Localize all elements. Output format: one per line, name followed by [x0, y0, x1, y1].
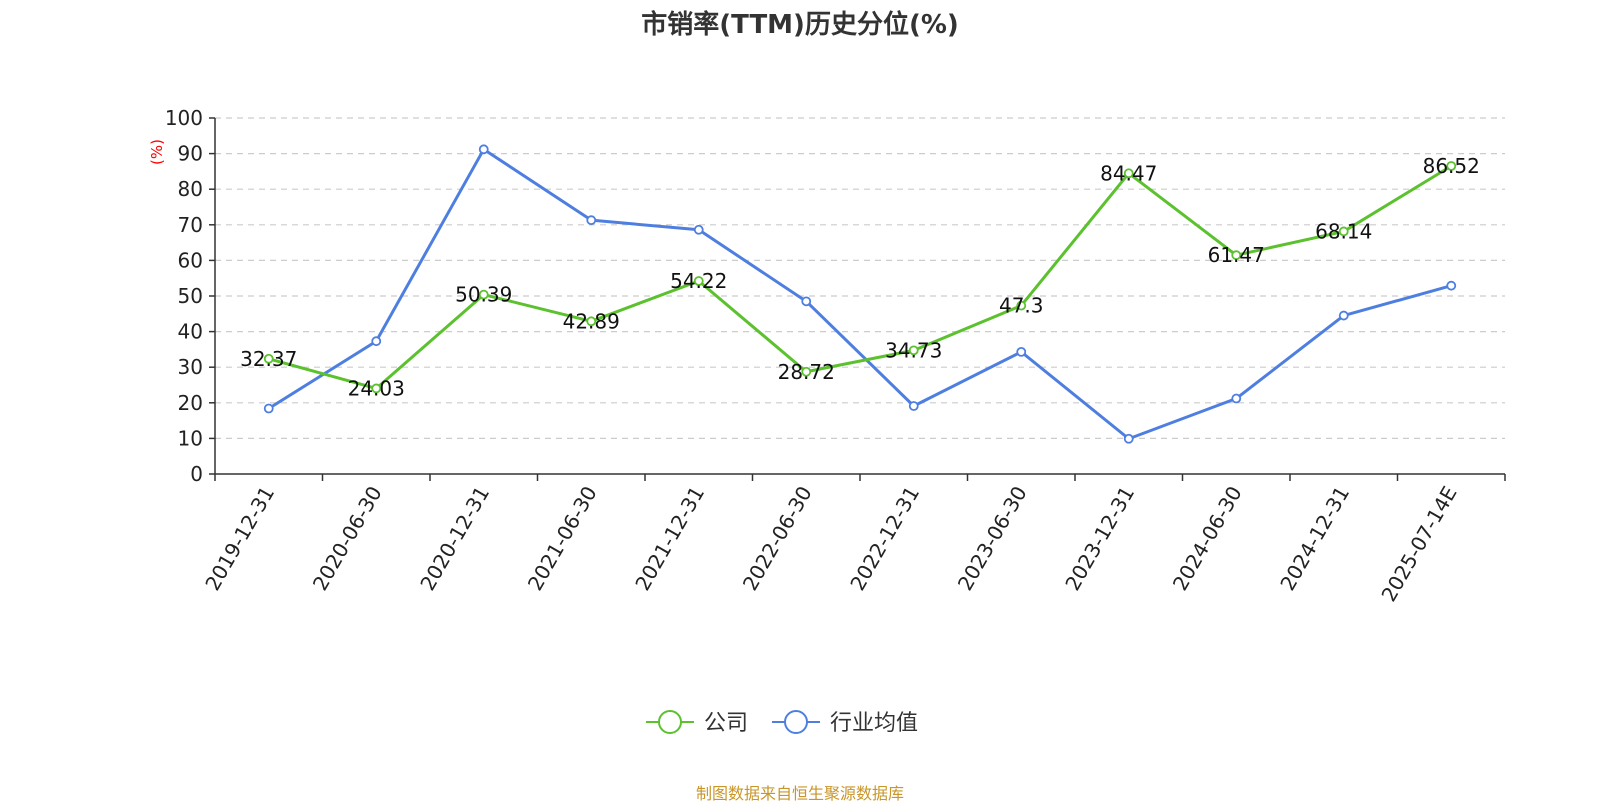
data-label: 42.89: [563, 309, 620, 333]
data-point: [908, 401, 919, 411]
legend-label: 公司: [704, 711, 748, 736]
x-tick-label: 2023-12-31: [1060, 482, 1139, 595]
y-tick-label: 60: [178, 248, 203, 272]
legend-item[interactable]: 公司: [646, 710, 748, 736]
y-tick-label: 10: [178, 426, 203, 450]
data-point: [1231, 393, 1242, 404]
series-line: [267, 147, 1452, 441]
legend-label: 行业均值: [830, 711, 918, 736]
data-point: [908, 345, 919, 356]
data-point: [1123, 168, 1134, 179]
data-point: [801, 366, 812, 377]
x-tick-label: 2021-12-31: [630, 482, 709, 595]
data-point: [1123, 433, 1134, 444]
data-point: [1446, 280, 1457, 291]
y-axis-label: (%): [148, 139, 166, 165]
x-tick-label: 2021-06-30: [523, 482, 602, 595]
data-point: [1338, 310, 1349, 321]
data-label: 34.73: [885, 338, 942, 362]
axes: 0 10 20 30 40 50 60 70 80 90 100 2019-12-31 2020-06-…: [165, 106, 1506, 606]
data-point: [478, 289, 489, 300]
series-lines: [263, 144, 1457, 444]
x-tick-label: 2024-12-31: [1275, 482, 1354, 595]
data-label: 24.03: [348, 376, 405, 400]
x-tick-label: 2023-06-30: [953, 482, 1032, 595]
data-point: [263, 353, 274, 364]
legend-item[interactable]: 行业均值: [772, 710, 918, 736]
source-footer: 制图数据来自恒生聚源数据库: [695, 784, 904, 803]
data-label: 32.37: [240, 347, 297, 371]
legend-marker-icon: [658, 710, 682, 734]
data-point: [1446, 161, 1457, 171]
data-label: 54.22: [670, 269, 727, 293]
data-point: [586, 316, 597, 327]
data-labels: 32.37 24.03 50.39 42.89 54.22 28.72 34.73 47.3 8…: [240, 154, 1480, 400]
x-tick-label: 2020-06-30: [308, 482, 387, 595]
data-point: [586, 215, 597, 226]
y-tick-label: 0: [190, 462, 203, 486]
grid-lines: [215, 117, 1505, 439]
data-point: [1016, 300, 1027, 311]
y-tick-label: 20: [178, 391, 203, 415]
data-point: [1231, 250, 1242, 261]
data-point: [1016, 346, 1027, 357]
data-label: 61.47: [1208, 243, 1265, 267]
x-tick-label: 2022-06-30: [738, 482, 817, 595]
data-label: 47.3: [999, 294, 1044, 318]
data-point: [478, 144, 489, 155]
x-tick-label: 2024-06-30: [1168, 482, 1247, 595]
x-tick-label: 2019-12-31: [200, 482, 279, 595]
series-line: [268, 164, 1453, 390]
data-label: 84.47: [1100, 161, 1157, 185]
legend[interactable]: 公司 行业均值: [646, 710, 918, 736]
data-point: [801, 296, 812, 307]
x-tick-label: 2022-12-31: [845, 482, 924, 595]
data-label: 28.72: [778, 360, 835, 384]
y-tick-label: 30: [178, 355, 203, 379]
data-point: [371, 336, 382, 347]
x-tick-label: 2025-07-14E: [1376, 482, 1461, 606]
data-label: 68.14: [1315, 219, 1372, 243]
data-point: [263, 403, 274, 414]
x-tick-label: 2020-12-31: [415, 482, 494, 595]
legend-marker-icon: [784, 710, 808, 734]
y-tick-label: 80: [178, 177, 203, 201]
data-point: [371, 383, 382, 394]
data-point: [693, 224, 704, 235]
data-point: [1338, 226, 1349, 237]
y-tick-label: 90: [178, 142, 203, 166]
data-label: 86.52: [1423, 154, 1480, 178]
data-point: [693, 276, 704, 286]
chart-title: 市销率(TTM)历史分位(%): [641, 10, 959, 40]
y-tick-label: 100: [165, 106, 203, 130]
y-tick-label: 70: [178, 213, 203, 237]
y-tick-label: 40: [178, 320, 203, 344]
y-tick-label: 50: [178, 284, 203, 308]
data-label: 50.39: [455, 283, 512, 307]
